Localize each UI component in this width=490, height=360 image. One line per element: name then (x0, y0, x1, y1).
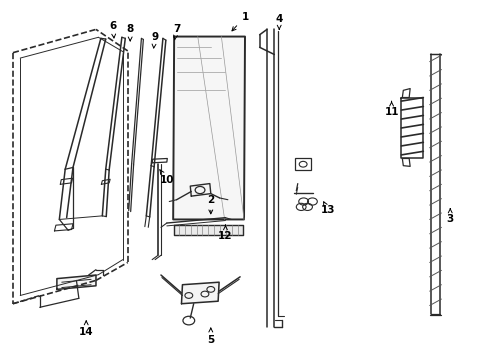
Text: 14: 14 (79, 321, 94, 337)
Polygon shape (173, 37, 245, 220)
Text: 9: 9 (151, 32, 158, 48)
Text: 1: 1 (232, 12, 248, 31)
Text: 3: 3 (446, 209, 454, 224)
Text: 2: 2 (207, 195, 215, 214)
Text: 13: 13 (321, 202, 335, 216)
Text: 6: 6 (109, 21, 117, 38)
Polygon shape (181, 282, 219, 304)
Text: 11: 11 (384, 101, 399, 117)
Text: 5: 5 (207, 328, 215, 345)
Text: 8: 8 (126, 24, 134, 41)
Polygon shape (57, 275, 96, 289)
Text: 12: 12 (218, 225, 233, 240)
FancyBboxPatch shape (295, 158, 312, 170)
Text: 10: 10 (160, 170, 174, 185)
Polygon shape (174, 225, 243, 234)
Text: 4: 4 (275, 14, 283, 30)
Text: 7: 7 (173, 24, 180, 40)
